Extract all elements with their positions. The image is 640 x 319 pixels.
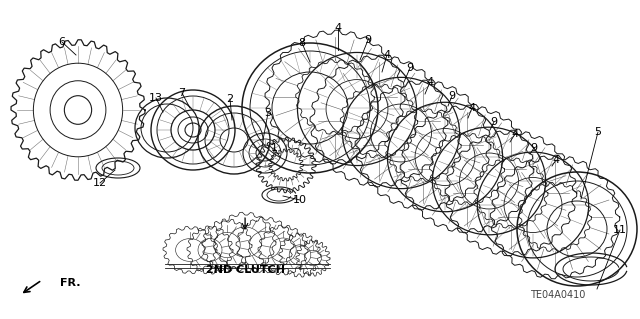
Text: 3: 3 [264,108,271,118]
Text: 2ND CLUTCH: 2ND CLUTCH [205,265,285,275]
Text: 2: 2 [227,94,234,104]
Text: 4: 4 [426,77,433,87]
Text: 9: 9 [531,143,538,153]
Text: 4: 4 [511,129,518,139]
Text: 9: 9 [449,91,456,101]
Text: 4: 4 [335,23,342,33]
Text: 9: 9 [364,35,372,45]
Text: 12: 12 [93,178,107,188]
Text: 9: 9 [490,117,497,127]
Text: 1: 1 [271,143,278,153]
Text: TE04A0410: TE04A0410 [531,290,586,300]
Text: 7: 7 [179,88,186,98]
Text: 4: 4 [383,50,390,60]
Text: 4: 4 [552,155,559,165]
Text: 10: 10 [293,195,307,205]
Text: 8: 8 [298,38,305,48]
Text: FR.: FR. [60,278,81,288]
Text: 4: 4 [468,103,476,113]
Text: 6: 6 [58,37,65,47]
Text: 5: 5 [595,127,602,137]
Text: 13: 13 [149,93,163,103]
Text: 9: 9 [406,63,413,73]
Text: 11: 11 [613,225,627,235]
